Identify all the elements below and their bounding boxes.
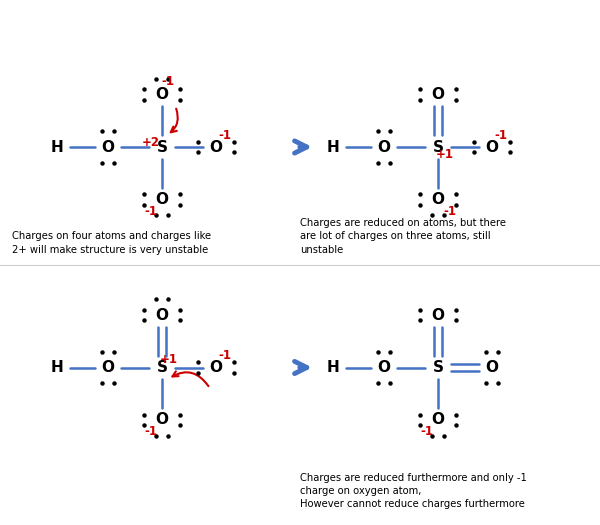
Text: O: O: [377, 140, 391, 154]
Text: -1: -1: [443, 205, 457, 217]
Text: -1: -1: [494, 129, 508, 142]
Text: H: H: [326, 360, 340, 375]
Text: -1: -1: [218, 350, 232, 362]
Text: O: O: [101, 360, 115, 375]
Text: Charges are reduced furthermore and only -1
charge on oxygen atom,
However canno: Charges are reduced furthermore and only…: [300, 473, 527, 509]
Text: S: S: [157, 360, 167, 375]
Text: O: O: [431, 308, 445, 322]
Text: O: O: [155, 413, 169, 427]
Text: O: O: [431, 87, 445, 102]
Text: -1: -1: [218, 129, 232, 142]
Text: Charges on four atoms and charges like
2+ will make structure is very unstable: Charges on four atoms and charges like 2…: [12, 232, 211, 255]
Text: +1: +1: [160, 353, 178, 366]
Text: S: S: [433, 140, 443, 154]
Text: S: S: [433, 360, 443, 375]
Text: -1: -1: [145, 205, 158, 217]
Text: O: O: [485, 140, 499, 154]
Text: O: O: [431, 192, 445, 207]
Text: O: O: [155, 192, 169, 207]
Text: -1: -1: [161, 75, 175, 88]
Text: O: O: [431, 413, 445, 427]
Text: +2: +2: [142, 136, 160, 149]
Text: O: O: [485, 360, 499, 375]
Text: O: O: [155, 87, 169, 102]
Text: -1: -1: [421, 425, 434, 438]
Text: S: S: [157, 140, 167, 154]
Text: O: O: [209, 140, 223, 154]
Text: H: H: [50, 140, 64, 154]
Text: O: O: [101, 140, 115, 154]
Text: -1: -1: [145, 425, 158, 438]
Text: +1: +1: [436, 149, 454, 161]
Text: Charges are reduced on atoms, but there
are lot of charges on three atoms, still: Charges are reduced on atoms, but there …: [300, 218, 506, 255]
Text: O: O: [377, 360, 391, 375]
Text: O: O: [155, 308, 169, 322]
Text: H: H: [326, 140, 340, 154]
Text: H: H: [50, 360, 64, 375]
Text: O: O: [209, 360, 223, 375]
